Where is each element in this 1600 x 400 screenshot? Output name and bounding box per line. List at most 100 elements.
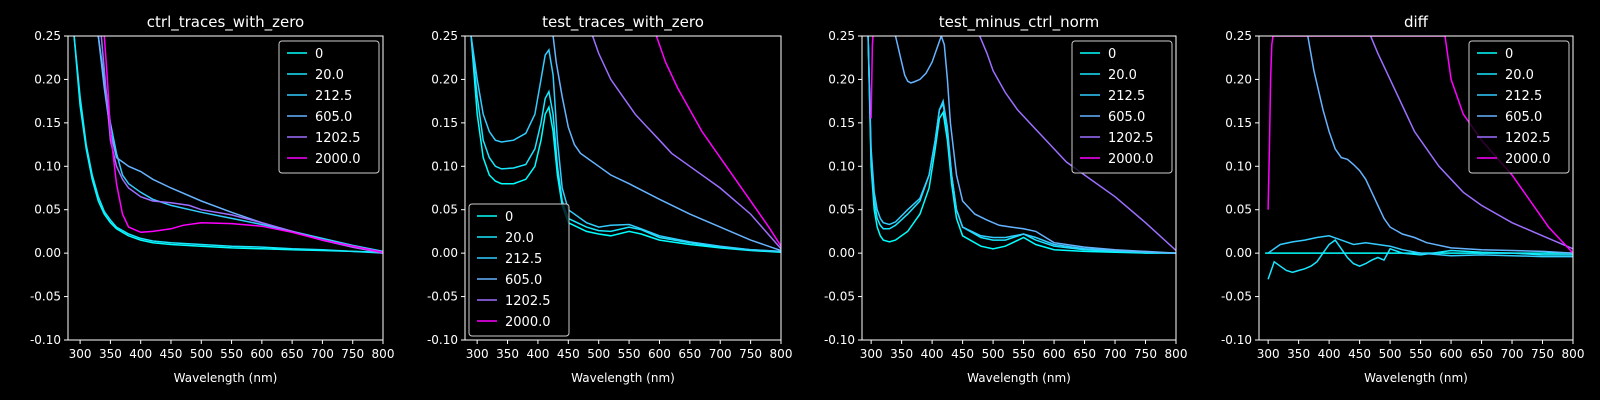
legend-entry: 605.0 bbox=[315, 110, 352, 125]
y-tick-label: -0.10 bbox=[1221, 333, 1252, 347]
x-tick-label: 800 bbox=[1165, 347, 1188, 361]
y-tick-label: 0.05 bbox=[34, 203, 61, 217]
x-tick-label: 500 bbox=[587, 347, 610, 361]
series-line-20.0 bbox=[1267, 239, 1573, 280]
series-line-2000.0 bbox=[103, 36, 383, 254]
axes-frame bbox=[67, 35, 384, 341]
legend-entry: 0 bbox=[505, 210, 513, 225]
legend-entry: 2000.0 bbox=[505, 315, 551, 330]
y-tick-label: -0.05 bbox=[30, 290, 61, 304]
series-line-605.0 bbox=[894, 36, 1176, 254]
chart-title: diff bbox=[1404, 13, 1429, 31]
x-tick-label: 300 bbox=[69, 347, 92, 361]
x-tick-label: 500 bbox=[982, 347, 1005, 361]
chart-panel-4: 300 350 400 450 500 550 600 650 700 750 800 -0.10 -0… bbox=[1221, 13, 1585, 385]
x-tick-label: 700 bbox=[311, 347, 334, 361]
x-tick-label: 500 bbox=[190, 347, 213, 361]
series-line-20.0 bbox=[470, 36, 781, 253]
x-tick-label: 650 bbox=[678, 347, 701, 361]
y-tick-label: 0.25 bbox=[431, 29, 458, 43]
y-tick-label: 0.05 bbox=[1225, 203, 1252, 217]
y-tick-label: -0.05 bbox=[1221, 290, 1252, 304]
x-tick-label: 650 bbox=[281, 347, 304, 361]
axes-frame bbox=[464, 35, 782, 341]
x-tick-label: 650 bbox=[1470, 347, 1493, 361]
x-tick-label: 550 bbox=[1409, 347, 1432, 361]
legend-entry: 0 bbox=[1505, 47, 1513, 62]
x-tick-label: 750 bbox=[1134, 347, 1157, 361]
series-line-212.5 bbox=[470, 36, 781, 253]
legend-entry: 212.5 bbox=[1505, 89, 1542, 104]
legend-entry: 212.5 bbox=[315, 89, 352, 104]
x-tick-label: 550 bbox=[220, 347, 243, 361]
series-line-212.5 bbox=[867, 36, 1176, 254]
y-tick-label: 0.10 bbox=[431, 159, 458, 173]
series-line-605.0 bbox=[552, 36, 781, 252]
x-tick-label: 450 bbox=[1348, 347, 1371, 361]
y-tick-label: 0.20 bbox=[1225, 72, 1252, 86]
axes-frame bbox=[861, 35, 1177, 341]
chart-panel-1: 300 350 400 450 500 550 600 650 700 750 800 -0.10 -0… bbox=[30, 13, 395, 385]
x-tick-label: 550 bbox=[618, 347, 641, 361]
y-tick-label: 0.00 bbox=[34, 246, 61, 260]
y-tick-label: 0.15 bbox=[431, 116, 458, 130]
series-line-0 bbox=[470, 36, 781, 254]
x-tick-label: 700 bbox=[1501, 347, 1524, 361]
x-tick-label: 400 bbox=[921, 347, 944, 361]
x-tick-label: 350 bbox=[890, 347, 913, 361]
x-tick-label: 350 bbox=[496, 347, 519, 361]
legend-entry: 605.0 bbox=[1505, 110, 1542, 125]
legend-entry: 212.5 bbox=[1108, 89, 1145, 104]
legend: 0 20.0 212.5 605.0 1202.5 2000.0 bbox=[468, 203, 570, 337]
y-tick-label: -0.10 bbox=[427, 333, 458, 347]
legend-entry: 1202.5 bbox=[1108, 131, 1154, 146]
legend-entry: 1202.5 bbox=[505, 294, 551, 309]
series-line-1202.5 bbox=[591, 36, 781, 250]
chart-panel-2: 300 350 400 450 500 550 600 650 700 750 800 -0.10 -0… bbox=[427, 13, 793, 385]
x-tick-label: 400 bbox=[526, 347, 549, 361]
y-tick-label: -0.10 bbox=[824, 333, 855, 347]
legend-entry: 0 bbox=[1108, 47, 1116, 62]
legend-entry: 0 bbox=[315, 47, 323, 62]
x-tick-label: 650 bbox=[1073, 347, 1096, 361]
x-tick-label: 350 bbox=[1287, 347, 1310, 361]
chart-title: test_traces_with_zero bbox=[542, 13, 704, 32]
legend: 0 20.0 212.5 605.0 1202.5 2000.0 bbox=[1468, 40, 1570, 174]
legend-entry: 20.0 bbox=[1505, 68, 1534, 83]
y-tick-label: 0.20 bbox=[34, 72, 61, 86]
legend-entry: 2000.0 bbox=[1505, 152, 1551, 167]
x-tick-label: 300 bbox=[1257, 347, 1280, 361]
y-tick-label: 0.10 bbox=[1225, 159, 1252, 173]
plot-area bbox=[867, 36, 1176, 254]
legend-entry: 1202.5 bbox=[1505, 131, 1551, 146]
y-tick-label: 0.25 bbox=[828, 29, 855, 43]
series-line-2000.0 bbox=[655, 36, 781, 247]
y-tick-label: -0.10 bbox=[30, 333, 61, 347]
x-tick-label: 300 bbox=[860, 347, 883, 361]
legend-entry: 20.0 bbox=[1108, 68, 1137, 83]
x-tick-label: 450 bbox=[160, 347, 183, 361]
series-line-2000.0 bbox=[870, 36, 874, 119]
y-tick-label: 0.15 bbox=[828, 116, 855, 130]
y-tick-label: 0.25 bbox=[1225, 29, 1252, 43]
y-tick-label: 0.00 bbox=[828, 246, 855, 260]
series-line-1202.5 bbox=[979, 36, 1176, 252]
x-tick-label: 700 bbox=[709, 347, 732, 361]
x-tick-label: 600 bbox=[648, 347, 671, 361]
x-tick-label: 700 bbox=[1104, 347, 1127, 361]
chart-title: test_minus_ctrl_norm bbox=[939, 13, 1100, 32]
y-tick-label: 0.15 bbox=[1225, 116, 1252, 130]
legend-entry: 2000.0 bbox=[1108, 152, 1154, 167]
y-tick-label: -0.05 bbox=[427, 290, 458, 304]
legend-entry: 20.0 bbox=[505, 231, 534, 246]
legend-entry: 1202.5 bbox=[315, 131, 361, 146]
legend-entry: 605.0 bbox=[1108, 110, 1145, 125]
x-tick-label: 450 bbox=[557, 347, 580, 361]
x-tick-label: 550 bbox=[1012, 347, 1035, 361]
chart-title: ctrl_traces_with_zero bbox=[147, 13, 304, 32]
x-tick-label: 750 bbox=[739, 347, 762, 361]
series-line-2000.0 bbox=[1267, 36, 1573, 254]
series-line-1202.5 bbox=[1369, 36, 1573, 250]
plot-area bbox=[1265, 36, 1573, 280]
